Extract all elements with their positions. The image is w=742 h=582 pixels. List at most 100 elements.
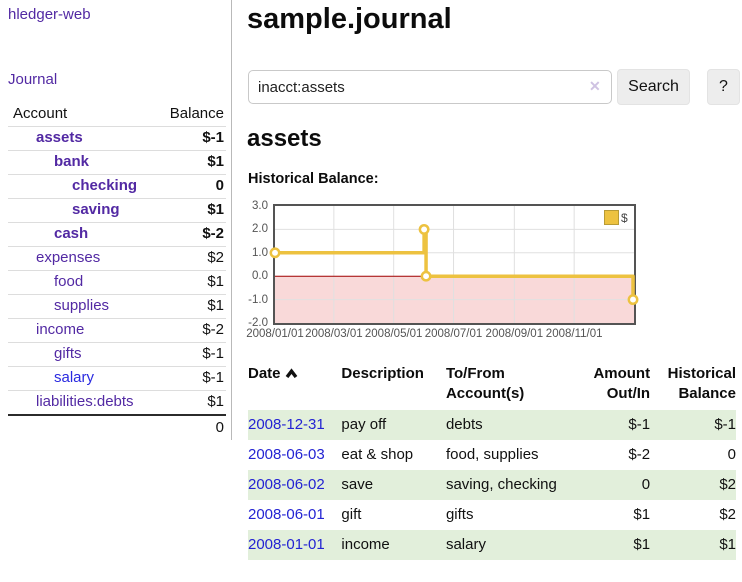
transaction-amount: $-2: [628, 446, 651, 463]
accounts-total-value: 0: [215, 419, 224, 436]
transaction-description: save: [341, 476, 374, 493]
transaction-date-link[interactable]: 2008-06-03: [248, 446, 325, 463]
account-row: income $-2: [8, 318, 226, 343]
sidebar-item-journal[interactable]: Journal: [8, 71, 58, 88]
transaction-balance: $1: [719, 536, 736, 553]
y-axis-tick-label: 0.0: [252, 270, 268, 283]
transaction-balance: $2: [719, 476, 736, 493]
transaction-amount: $1: [633, 506, 651, 523]
search-input[interactable]: [248, 70, 612, 104]
transaction-description: gift: [341, 506, 362, 523]
y-axis-tick-label: 3.0: [252, 200, 268, 212]
account-balance: $-1: [202, 369, 224, 386]
transaction-accounts: food, supplies: [445, 446, 539, 463]
help-button[interactable]: ?: [707, 69, 740, 105]
account-link-supplies[interactable]: supplies: [54, 297, 110, 314]
account-link-liabilities-debts[interactable]: liabilities:debts: [36, 393, 134, 410]
y-axis-tick-label: -2.0: [248, 317, 268, 329]
x-axis-tick-label: 2008/07/01: [424, 328, 483, 340]
transaction-amount: 0: [641, 476, 651, 493]
register-header-description: Description: [341, 365, 424, 382]
account-link-assets[interactable]: assets: [36, 129, 83, 146]
chart-legend: $: [604, 210, 628, 225]
account-row: cash $-2: [8, 222, 226, 247]
app-title-link[interactable]: hledger-web: [8, 6, 91, 23]
account-balance: $2: [207, 249, 224, 266]
transaction-description: eat & shop: [341, 446, 414, 463]
account-row: gifts $-1: [8, 342, 226, 367]
account-link-bank[interactable]: bank: [54, 153, 90, 170]
account-balance: $-2: [202, 225, 224, 242]
account-balance: $1: [207, 297, 224, 314]
x-axis-tick-label: 2008/11/01: [545, 328, 603, 340]
transaction-date-link[interactable]: 2008-12-31: [248, 416, 325, 433]
page-title: sample.journal: [247, 3, 452, 35]
transaction-accounts: gifts: [445, 506, 474, 523]
sort-ascending-icon: [285, 364, 298, 384]
x-axis-tick-label: 2008/01/01: [246, 328, 304, 340]
transaction-amount: $1: [633, 536, 651, 553]
account-link-income[interactable]: income: [36, 321, 85, 338]
account-link-checking[interactable]: checking: [72, 177, 138, 194]
transaction-date-link[interactable]: 2008-06-01: [248, 506, 325, 523]
register-header-accounts: To/From Account(s): [445, 365, 525, 402]
transaction-accounts: salary: [445, 536, 486, 553]
account-balance: $1: [207, 273, 224, 290]
historical-balance-chart: [269, 204, 639, 325]
account-row: supplies $1: [8, 294, 226, 319]
account-row: liabilities:debts $1: [8, 390, 226, 416]
transaction-balance: $2: [719, 506, 736, 523]
transaction-date-link[interactable]: 2008-06-02: [248, 476, 325, 493]
legend-label: $: [621, 210, 628, 225]
y-axis-tick-label: 2.0: [252, 223, 268, 236]
account-link-cash[interactable]: cash: [54, 225, 89, 242]
account-link-saving[interactable]: saving: [72, 201, 120, 218]
account-balance: $-2: [202, 321, 224, 338]
accounts-table: Account Balance assets $-1 bank $1 check…: [8, 102, 226, 440]
search-button[interactable]: Search: [617, 69, 690, 105]
transaction-date-link[interactable]: 2008-01-01: [248, 536, 325, 553]
chart-title: Historical Balance:: [248, 171, 379, 187]
account-row: expenses $2: [8, 246, 226, 271]
account-link-expenses[interactable]: expenses: [36, 249, 101, 266]
transaction-accounts: saving, checking: [445, 476, 557, 493]
transaction-description: pay off: [341, 416, 387, 433]
account-balance: $1: [207, 201, 224, 218]
transaction-amount: $-1: [628, 416, 651, 433]
account-heading: assets: [247, 125, 322, 152]
register-row: 2008-06-01 gift gifts $1 $2: [248, 500, 736, 530]
account-row: checking 0: [8, 174, 226, 199]
accounts-header-row: Account Balance: [8, 102, 226, 127]
transaction-accounts: debts: [445, 416, 483, 433]
account-balance: 0: [215, 177, 224, 194]
account-balance: $1: [207, 153, 224, 170]
x-axis-tick-label: 2008/03/01: [305, 328, 363, 340]
accounts-header-account: Account: [13, 105, 68, 122]
accounts-header-balance: Balance: [169, 105, 224, 122]
register-row: 2008-01-01 income salary $1 $1: [248, 530, 736, 560]
account-balance: $1: [207, 393, 224, 410]
account-row: food $1: [8, 270, 226, 295]
account-row: saving $1: [8, 198, 226, 223]
clear-search-icon[interactable]: ✕: [589, 78, 601, 94]
transaction-balance: 0: [727, 446, 736, 463]
register-table: Date Description To/From Account(s) Amou…: [248, 362, 736, 560]
register-header-date[interactable]: Date: [248, 362, 341, 410]
account-link-gifts[interactable]: gifts: [54, 345, 82, 362]
chart-canvas: [269, 206, 639, 323]
transaction-balance: $-1: [714, 416, 736, 433]
sidebar: hledger-web Journal Account Balance asse…: [0, 0, 232, 440]
account-row: assets $-1: [8, 126, 226, 151]
y-axis-tick-label: -1.0: [248, 293, 268, 306]
account-link-food[interactable]: food: [54, 273, 84, 290]
accounts-total-row: 0: [8, 415, 226, 440]
account-row: bank $1: [8, 150, 226, 175]
account-balance: $-1: [202, 129, 224, 146]
account-link-salary[interactable]: salary: [54, 369, 95, 386]
x-axis-tick-label: 2008/05/01: [364, 328, 423, 340]
y-axis-tick-label: 1.0: [252, 246, 268, 259]
register-header-balance: Historical Balance: [667, 365, 736, 402]
account-balance: $-1: [202, 345, 224, 362]
x-axis-tick-label: 2008/09/01: [485, 328, 544, 340]
